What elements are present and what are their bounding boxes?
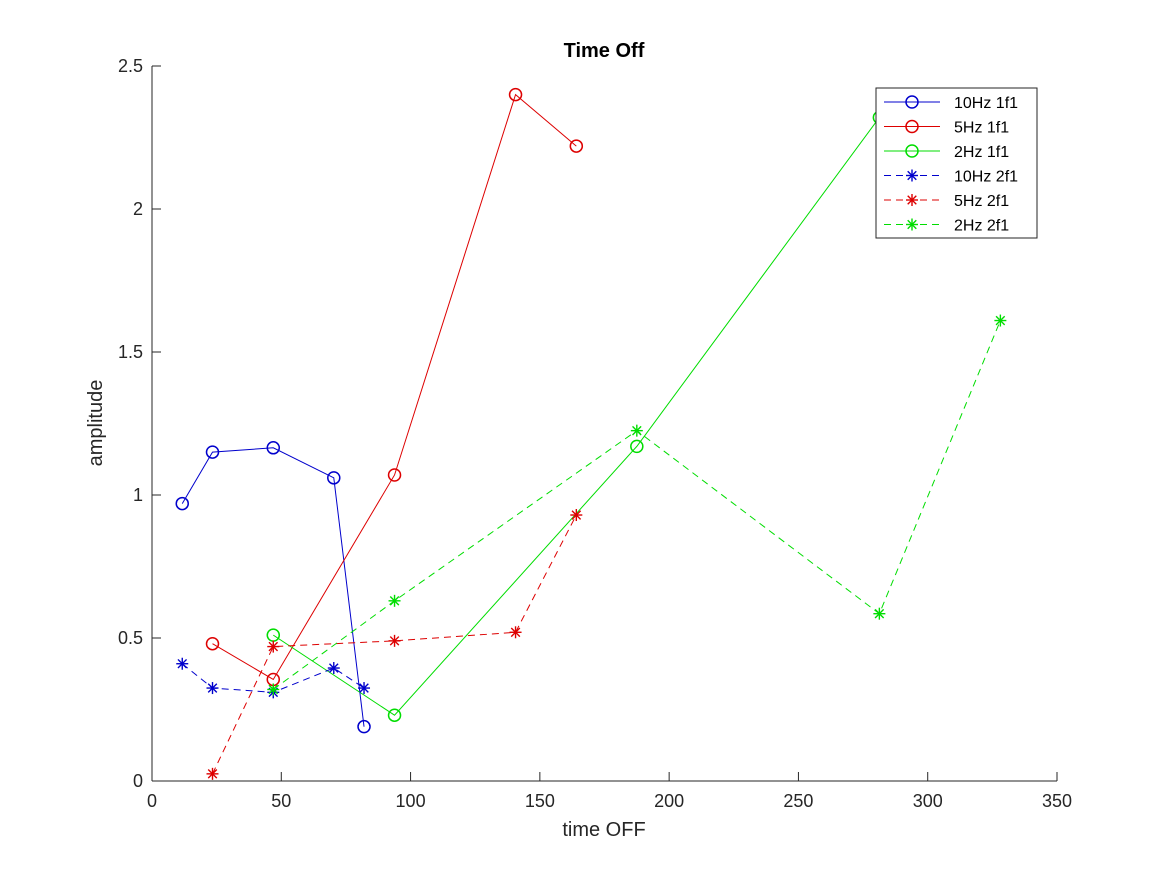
y-tick-label: 1.5 — [118, 342, 143, 362]
data-point-2hz-1f1 — [630, 439, 644, 454]
legend-box — [875, 87, 1038, 239]
plot-area — [175, 87, 1008, 780]
y-tick-label: 2.5 — [118, 56, 143, 76]
data-point-5hz-2f1 — [570, 509, 583, 522]
data-point-2hz-2f1 — [630, 424, 643, 437]
x-tick-label: 300 — [913, 791, 943, 811]
data-point-2hz-1f1 — [387, 708, 402, 722]
legend: 10Hz 1f1 5Hz 1f1 2Hz 1f1 10Hz 2f1 5Hz 2f1 2Hz… — [875, 87, 1038, 239]
x-tick-label: 150 — [525, 791, 555, 811]
legend-entry-2hz-1f1: 2Hz 1f1 — [884, 144, 1009, 161]
legend-marker-2hz-2f1 — [906, 218, 918, 231]
x-tick-label: 200 — [654, 791, 684, 811]
legend-marker-10hz-1f1 — [905, 95, 919, 109]
legend-label-10hz-2f1: 10Hz 2f1 — [954, 169, 1018, 186]
legend-label-5hz-1f1: 5Hz 1f1 — [954, 120, 1009, 137]
data-point-2hz-2f1 — [873, 607, 886, 620]
axes: 0 50 100 150 200 250 300 350 0 0.5 1 1.5 2 2.5 — [118, 56, 1072, 811]
x-tick-label: 100 — [396, 791, 426, 811]
legend-label-2hz-1f1: 2Hz 1f1 — [954, 144, 1009, 161]
data-point-10hz-1f1 — [327, 471, 341, 485]
legend-label-2hz-2f1: 2Hz 2f1 — [954, 218, 1009, 235]
y-tick-label: 0 — [133, 771, 143, 791]
legend-entry-10hz-2f1: 10Hz 2f1 — [884, 169, 1018, 186]
series-line-5hz-1f1 — [212, 93, 577, 681]
legend-marker-5hz-1f1 — [905, 119, 919, 134]
y-axis-label: amplitude — [85, 380, 107, 467]
y-tick-label: 1 — [133, 485, 143, 505]
legend-entry-2hz-2f1: 2Hz 2f1 — [884, 218, 1009, 235]
legend-label-10hz-1f1: 10Hz 1f1 — [954, 95, 1018, 112]
data-point-10hz-2f1 — [206, 682, 219, 695]
x-tick-label: 0 — [147, 791, 157, 811]
x-tick-label: 50 — [271, 791, 291, 811]
legend-marker-10hz-2f1 — [906, 169, 918, 182]
data-point-10hz-1f1 — [175, 496, 190, 511]
data-point-10hz-1f1 — [266, 441, 281, 455]
data-point-5hz-2f1 — [267, 640, 280, 653]
chart-title: Time Off — [564, 40, 645, 62]
series-2hz-2f1 — [267, 314, 1007, 696]
data-point-5hz-1f1 — [387, 468, 402, 482]
data-point-10hz-2f1 — [176, 657, 189, 670]
data-point-5hz-2f1 — [206, 767, 219, 780]
data-point-2hz-2f1 — [267, 683, 280, 696]
data-point-2hz-2f1 — [994, 314, 1007, 327]
series-5hz-1f1 — [205, 87, 584, 687]
data-point-5hz-2f1 — [509, 626, 522, 639]
y-tick-label: 2 — [133, 199, 143, 219]
data-point-5hz-1f1 — [205, 636, 220, 651]
x-tick-label: 250 — [783, 791, 813, 811]
legend-marker-2hz-1f1 — [905, 144, 919, 158]
x-tick-label: 350 — [1042, 791, 1072, 811]
legend-marker-5hz-2f1 — [906, 194, 918, 206]
data-point-10hz-1f1 — [357, 719, 371, 734]
legend-entry-5hz-2f1: 5Hz 2f1 — [884, 193, 1009, 210]
data-point-5hz-1f1 — [508, 87, 523, 102]
data-point-5hz-1f1 — [569, 139, 584, 153]
x-axis-label: time OFF — [562, 819, 645, 841]
legend-entry-10hz-1f1: 10Hz 1f1 — [884, 95, 1018, 112]
data-point-5hz-2f1 — [388, 634, 401, 647]
legend-entry-5hz-1f1: 5Hz 1f1 — [884, 120, 1009, 137]
legend-label-5hz-2f1: 5Hz 2f1 — [954, 193, 1009, 210]
data-point-2hz-2f1 — [388, 594, 401, 607]
data-point-10hz-1f1 — [205, 445, 220, 459]
data-point-10hz-2f1 — [358, 682, 371, 695]
series-5hz-2f1 — [206, 509, 583, 780]
data-point-10hz-2f1 — [327, 662, 340, 675]
y-tick-label: 0.5 — [118, 628, 143, 648]
